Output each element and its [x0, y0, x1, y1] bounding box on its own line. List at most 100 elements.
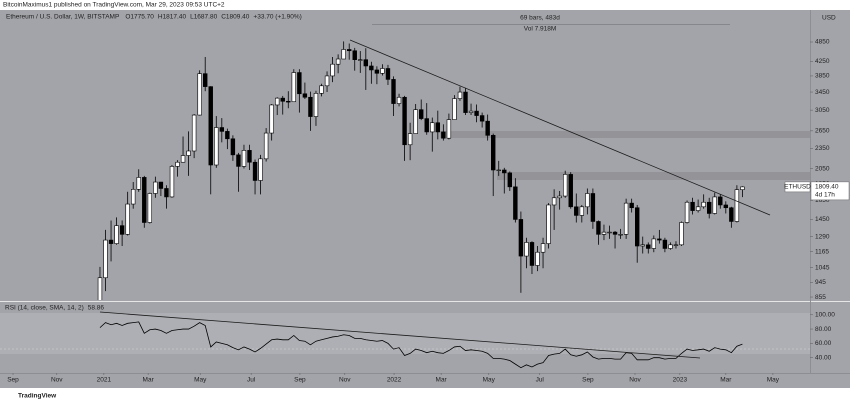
candle-body	[640, 244, 645, 247]
ohlc-label: L1687.80	[190, 14, 217, 21]
symbol-tag-label: ETHUSD	[784, 184, 811, 191]
candle-body	[247, 150, 252, 163]
x-tick-label: 2023	[673, 377, 688, 384]
trend-line	[349, 39, 771, 216]
candle-body	[468, 110, 474, 113]
currency-label: USD	[822, 15, 836, 22]
candle-body	[657, 238, 662, 241]
price-pane	[97, 41, 745, 300]
candle-body	[706, 201, 712, 214]
rsi-line	[99, 321, 743, 369]
candle-body	[662, 239, 668, 249]
candle-body	[258, 158, 263, 181]
candle-body	[274, 97, 280, 106]
candle-body	[723, 204, 729, 209]
candle-body	[108, 239, 114, 244]
y-tick-label: 1045	[815, 264, 830, 271]
candle-body	[579, 206, 585, 216]
candle-body	[241, 150, 247, 167]
candle-body	[441, 131, 446, 139]
candle-body	[319, 85, 324, 94]
candle-body	[263, 132, 269, 160]
candle-body	[313, 93, 319, 117]
candle-body	[374, 69, 380, 74]
y-tick-label: 2350	[815, 145, 830, 152]
countdown-label: 4d 17h	[815, 192, 835, 199]
candle-body	[634, 207, 640, 247]
candle-body	[153, 181, 158, 194]
candle-body	[568, 174, 573, 208]
candle-body	[413, 109, 418, 134]
candle-body	[740, 186, 745, 190]
candle-body	[435, 122, 441, 133]
candle-body	[302, 93, 308, 98]
x-tick-label: May	[483, 377, 496, 384]
candle-body	[131, 188, 136, 205]
candle-body	[97, 277, 103, 300]
candle-body	[430, 122, 435, 133]
candle-body	[684, 201, 690, 223]
candle-body	[546, 204, 551, 244]
candle-body	[330, 63, 335, 77]
y-tick-label: 1165	[815, 248, 829, 255]
candle-body	[418, 109, 424, 119]
candle-body	[623, 202, 629, 235]
rsi-tick-label: 40.00	[815, 354, 832, 361]
candle-body	[297, 72, 302, 95]
ohlc-label: +33.70 (+1.90%)	[253, 14, 301, 21]
candle-body	[446, 119, 452, 139]
measure-label: 69 bars, 483d	[520, 15, 560, 22]
symbol-tag	[784, 181, 811, 193]
candle-body	[219, 127, 225, 132]
candle-body	[490, 135, 496, 171]
candle-body	[380, 68, 385, 74]
candle-body	[391, 79, 396, 104]
candle-body	[557, 195, 562, 199]
candle-body	[507, 172, 513, 188]
candle-body	[269, 104, 274, 134]
candle-body	[385, 68, 391, 80]
last-price-tag	[810, 181, 850, 201]
candle-body	[136, 177, 141, 190]
candle-body	[474, 110, 479, 116]
rsi-tick-label: 100.00	[815, 311, 835, 318]
rsi-tick-label: 80.00	[815, 326, 832, 333]
candle-body	[169, 166, 175, 198]
x-tick-label: Jul	[247, 377, 256, 384]
x-tick-label: Jul	[536, 377, 545, 384]
candle-body	[612, 231, 618, 235]
x-tick-label: 2022	[387, 377, 402, 384]
candle-body	[601, 231, 607, 235]
candle-body	[496, 169, 501, 172]
resistance-zone	[440, 131, 810, 138]
candle-body	[158, 181, 164, 189]
rsi-title: RSI (14, close, SMA, 14, 2)	[5, 305, 84, 312]
candle-body	[180, 155, 186, 163]
x-tick-label: Mar	[143, 377, 155, 384]
y-tick-label: 3050	[815, 107, 830, 114]
candle-body	[562, 174, 568, 197]
candle-body	[607, 231, 612, 234]
candle-body	[529, 242, 535, 266]
y-tick-label: 945	[815, 279, 826, 286]
candle-body	[407, 133, 413, 146]
rsi-band	[0, 313, 810, 354]
candle-body	[103, 239, 108, 279]
x-tick-label: Mar	[720, 377, 732, 384]
candle-body	[424, 118, 429, 133]
rsi-tick-label: 60.00	[815, 340, 832, 347]
candle-body	[308, 96, 313, 117]
candle-body	[673, 244, 679, 246]
candle-body	[668, 244, 673, 249]
candle-body	[690, 201, 695, 211]
candle-body	[590, 193, 596, 222]
candle-body	[358, 59, 363, 61]
candle-body	[596, 221, 601, 235]
candle-body	[203, 73, 208, 87]
candle-body	[119, 225, 125, 235]
ohlc-label: H1817.40	[158, 14, 187, 21]
candle-body	[208, 86, 213, 166]
candle-body	[396, 96, 402, 104]
candle-body	[352, 50, 357, 60]
candle-body	[452, 98, 457, 120]
